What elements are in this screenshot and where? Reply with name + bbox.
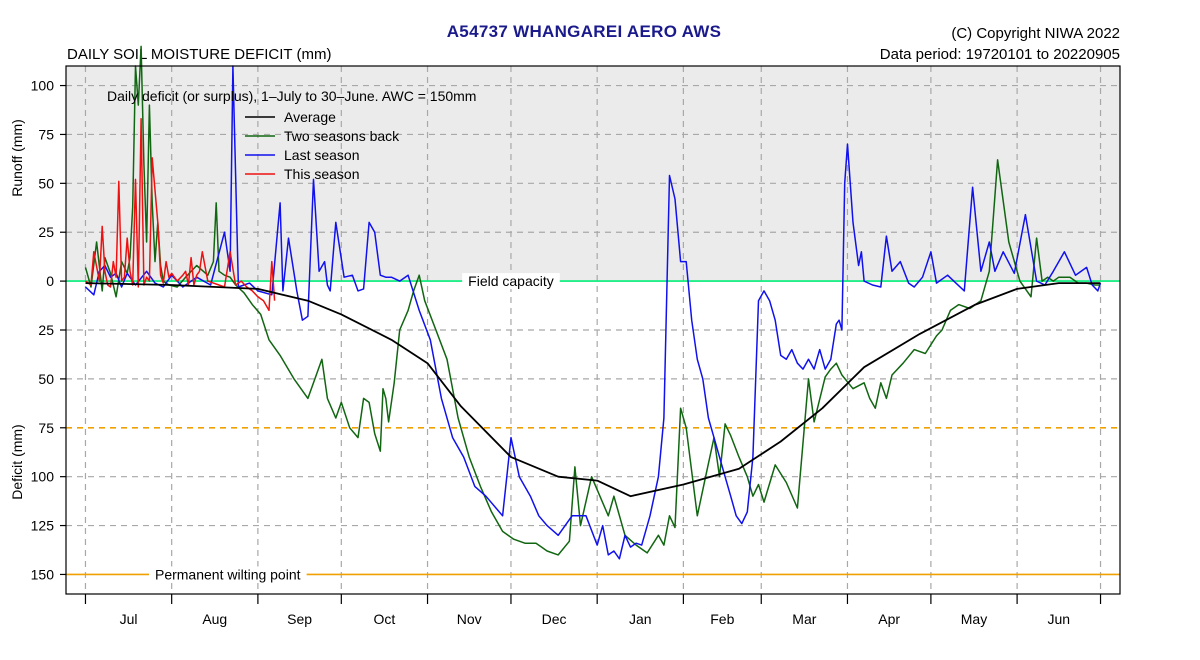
x-tick-label: Apr [878, 611, 900, 627]
legend-label: This season [284, 166, 359, 182]
legend-label: Last season [284, 147, 360, 163]
legend: Average Two seasons back Last season This s… [245, 109, 400, 182]
reference-label: Field capacity [468, 273, 554, 289]
x-tick-label: Feb [710, 611, 734, 627]
x-tick-label: Mar [792, 611, 816, 627]
y-tick-label: 150 [31, 566, 55, 582]
chart-title: A54737 WHANGAREI AERO AWS [446, 22, 722, 41]
runoff-axis-label: Runoff (mm) [9, 119, 25, 197]
note-text: Daily deficit (or surplus), 1–July to 30… [107, 88, 476, 104]
x-tick-label: Aug [202, 611, 227, 627]
y-tick-label: 100 [31, 469, 55, 485]
x-tick-label: Jun [1048, 611, 1071, 627]
y-tick-label: 75 [38, 420, 54, 436]
y-tick-label: 125 [31, 518, 55, 534]
y-tick-label: 50 [38, 175, 54, 191]
x-tick-label: Jan [629, 611, 652, 627]
chart-subtitle: DAILY SOIL MOISTURE DEFICIT (mm) [67, 46, 332, 63]
series-line [84, 45, 1101, 556]
x-tick-label: Oct [374, 611, 396, 627]
x-tick-label: Sep [287, 611, 312, 627]
series-line [85, 118, 276, 312]
y-tick-label: 75 [38, 126, 54, 142]
series-lines [84, 45, 1102, 560]
deficit-axis-label: Deficit (mm) [9, 424, 25, 499]
copyright-text: (C) Copyright NIWA 2022 [951, 25, 1120, 42]
series-line [84, 65, 1102, 560]
reference-label-bg [148, 566, 307, 583]
x-tick-label: Dec [542, 611, 567, 627]
axes: 100 75 50 25 0 25 50 75 100 125 150 Jul Aug Sep Oct Nov… [31, 78, 1102, 627]
data-period-text: Data period: 19720101 to 20220905 [879, 46, 1120, 63]
y-tick-label: 25 [38, 322, 54, 338]
y-tick-label: 100 [31, 78, 55, 94]
y-tick-label: 0 [46, 273, 54, 289]
reference-label: Permanent wilting point [155, 566, 301, 582]
x-tick-label: May [961, 611, 987, 627]
reference-label-bg [462, 273, 560, 290]
series-line [85, 282, 1101, 498]
legend-label: Average [284, 109, 336, 125]
x-tick-label: Nov [457, 611, 482, 627]
y-tick-label: 25 [38, 224, 54, 240]
y-tick-label: 50 [38, 371, 54, 387]
runoff-zone [66, 66, 1120, 282]
legend-label: Two seasons back [284, 128, 400, 144]
x-tick-label: Jul [120, 611, 138, 627]
grid-lines [66, 66, 1120, 594]
